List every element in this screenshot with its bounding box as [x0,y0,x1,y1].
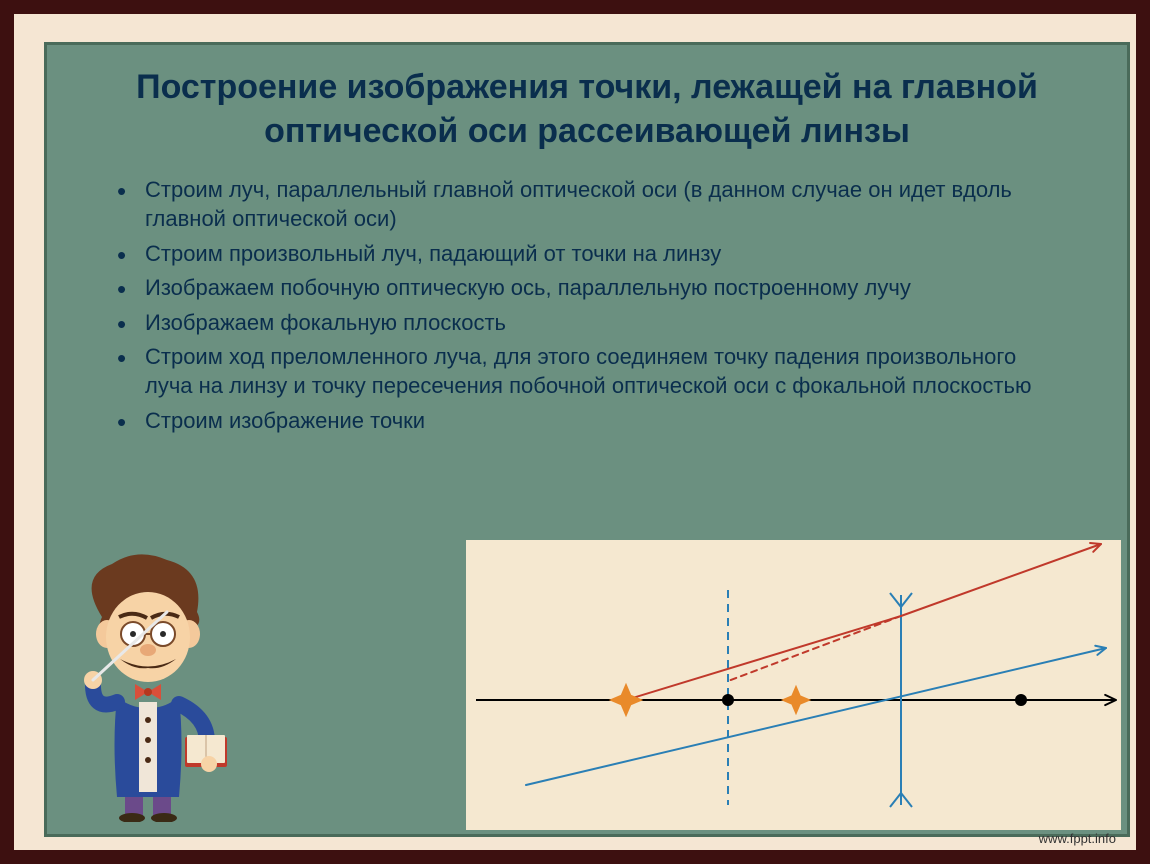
optics-diagram [466,540,1121,830]
outer-frame: Построение изображения точки, лежащей на… [0,0,1150,864]
bullet-list: Строим луч, параллельный главной оптичес… [117,173,1067,438]
bullet-item: Изображаем фокальную плоскость [117,306,1067,341]
slide-area: Построение изображения точки, лежащей на… [44,42,1130,837]
footer-link: www.fppt.info [1039,831,1116,846]
bullet-item: Строим произвольный луч, падающий от точ… [117,237,1067,272]
bullet-item: Строим луч, параллельный главной оптичес… [117,173,1067,236]
bullet-item: Изображаем побочную оптическую ось, пара… [117,271,1067,306]
slide-title: Построение изображения точки, лежащей на… [47,45,1127,163]
teacher-character-icon [57,542,237,822]
bullet-item: Строим ход преломленного луча, для этого… [117,340,1067,403]
bullet-item: Строим изображение точки [117,404,1067,439]
slide-content: Строим луч, параллельный главной оптичес… [47,163,1127,438]
